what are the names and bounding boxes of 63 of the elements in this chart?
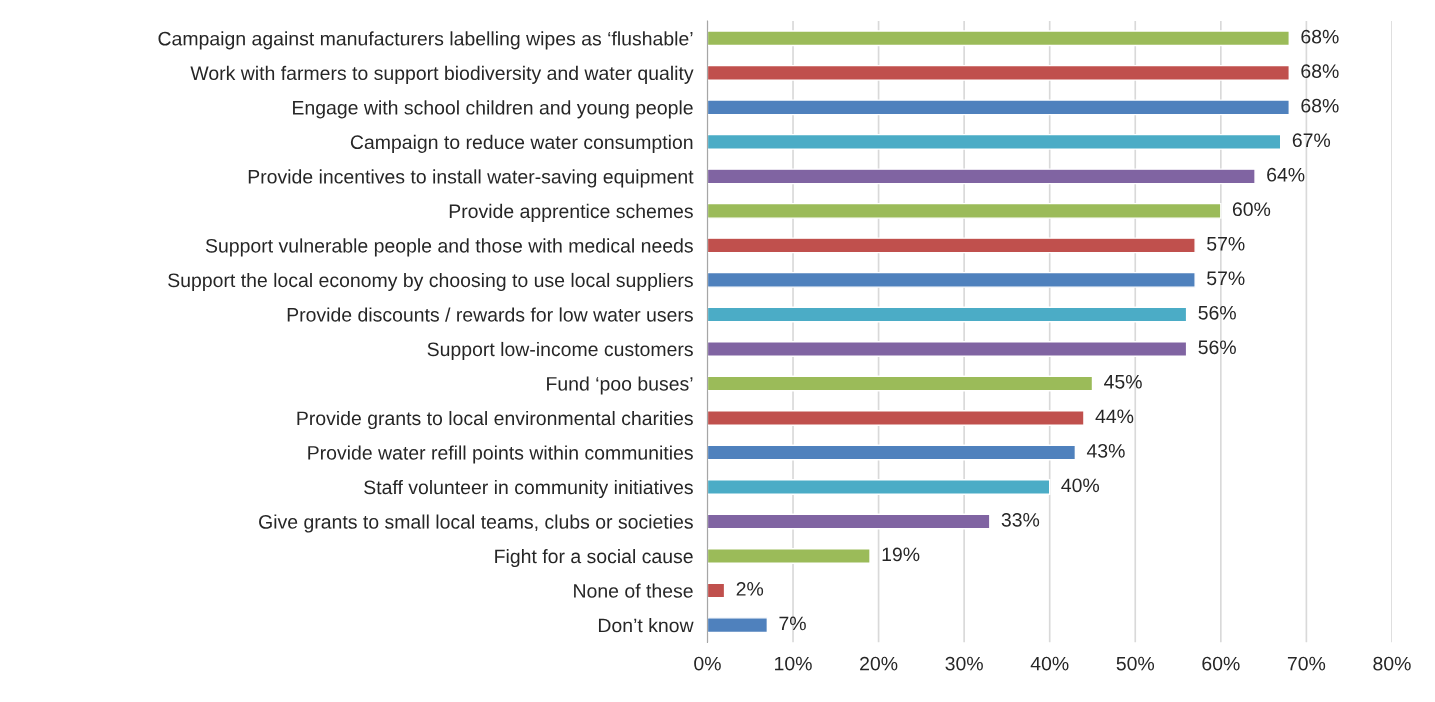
y-tick-label: Provide grants to local environmental charities xyxy=(297,410,693,430)
bar xyxy=(707,30,1290,47)
data-label: 43% xyxy=(1086,443,1125,458)
bar xyxy=(707,341,1188,357)
data-label: 68% xyxy=(1301,29,1339,44)
y-tick-label: Support vulnerable people and those with medical needs xyxy=(205,238,693,257)
bar xyxy=(707,582,726,599)
x-tick-label: 60% xyxy=(1202,656,1240,671)
data-label: 64% xyxy=(1267,167,1305,182)
x-tick-label: 70% xyxy=(1287,656,1326,671)
data-label: 44% xyxy=(1095,409,1134,424)
y-tick-label: Campaign against manufacturers labelling wipes as ‘flushable’ xyxy=(158,31,693,50)
bar xyxy=(707,237,1196,254)
x-tick-label: 30% xyxy=(945,656,983,671)
bar xyxy=(707,479,1051,495)
y-tick-label: Don’t know xyxy=(598,618,694,633)
y-tick-label: Support the local economy by choosing to use local suppliers xyxy=(168,272,693,291)
bar xyxy=(707,444,1077,461)
bar xyxy=(707,64,1290,81)
y-tick-label: Campaign to reduce water consumption xyxy=(350,134,693,153)
y-tick-label: Provide discounts / rewards for low water users xyxy=(287,307,693,322)
y-tick-label: Provide water refill points within communities xyxy=(308,445,693,464)
data-label: 19% xyxy=(882,547,920,562)
bar xyxy=(707,306,1188,323)
x-tick-label: 20% xyxy=(860,656,898,671)
data-label: 40% xyxy=(1061,478,1100,493)
data-label: 56% xyxy=(1198,340,1236,355)
x-tick-label: 0% xyxy=(694,656,721,671)
data-label: 2% xyxy=(736,582,764,596)
y-tick-label: Fight for a social cause xyxy=(495,549,693,568)
y-tick-label: Provide apprentice schemes xyxy=(449,203,693,222)
bar xyxy=(707,513,991,530)
data-label: 68% xyxy=(1301,98,1339,113)
data-label: 7% xyxy=(779,616,806,631)
y-tick-label: Give grants to small local teams, clubs or societies xyxy=(259,514,693,533)
y-tick-label: Work with farmers to support biodiversity and water quality xyxy=(190,65,694,84)
bar xyxy=(707,202,1222,219)
x-tick-label: 50% xyxy=(1116,656,1155,671)
bar xyxy=(707,271,1196,288)
data-label: 57% xyxy=(1207,271,1245,286)
x-tick-label: 10% xyxy=(775,656,812,671)
bar xyxy=(707,168,1256,185)
bar xyxy=(707,617,769,634)
data-label: 57% xyxy=(1207,236,1245,251)
y-tick-label: Fund ‘poo buses’ xyxy=(547,376,693,395)
y-tick-label: None of these xyxy=(574,583,693,598)
data-label: 60% xyxy=(1232,202,1271,217)
data-label: 68% xyxy=(1301,64,1339,79)
y-tick-label: Engage with school children and young people xyxy=(293,100,693,119)
y-tick-label: Staff volunteer in community initiatives xyxy=(364,479,693,499)
data-label: 67% xyxy=(1292,133,1331,148)
x-tick-label: 40% xyxy=(1030,656,1069,671)
y-tick-label: Provide incentives to install water-saving equipment xyxy=(248,169,694,188)
data-label: 33% xyxy=(1001,512,1040,527)
bar xyxy=(707,99,1290,116)
bar xyxy=(707,133,1282,150)
data-label: 56% xyxy=(1198,305,1236,320)
bar xyxy=(707,548,871,564)
y-tick-label: Support low-income customers xyxy=(427,341,693,361)
data-label: 45% xyxy=(1104,375,1142,389)
bar xyxy=(707,410,1085,426)
bar xyxy=(707,375,1094,392)
x-tick-label: 80% xyxy=(1373,656,1411,671)
